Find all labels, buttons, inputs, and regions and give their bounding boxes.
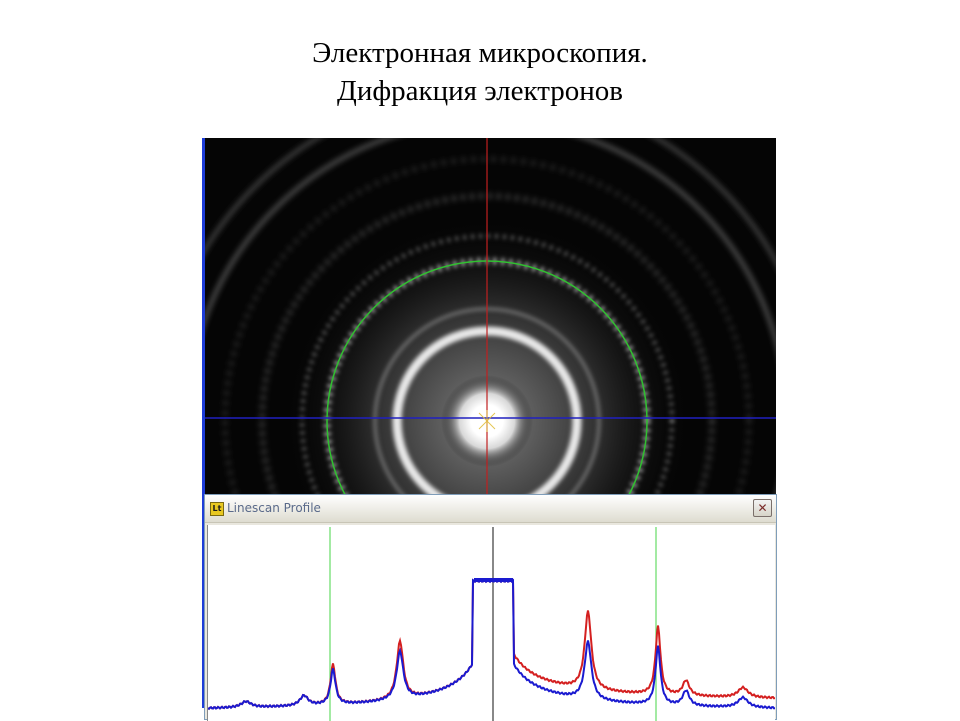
linescan-plot-area [207, 525, 775, 721]
diffraction-pattern-image[interactable] [202, 138, 776, 498]
red-intensity-profile [208, 578, 775, 711]
diffraction-ring-5 [259, 193, 715, 498]
linescan-profile-svg [208, 527, 775, 721]
linescan-profile-window[interactable]: Lt Linescan Profile ✕ [204, 494, 777, 721]
title-line-2: Дифракция электронов [337, 75, 623, 107]
center-marker-icon [478, 410, 496, 432]
diffraction-ring-4 [300, 234, 674, 498]
close-button[interactable]: ✕ [753, 499, 772, 517]
window-titlebar[interactable]: Lt Linescan Profile ✕ [205, 495, 776, 523]
title-line-1: Электронная микроскопия. [312, 37, 648, 69]
diffraction-svg [202, 138, 776, 498]
app-icon: Lt [210, 502, 224, 516]
slide-title: Электронная микроскопия. Дифракция элект… [0, 34, 960, 110]
blue-intensity-profile [208, 578, 775, 711]
diffraction-ring-6 [223, 157, 751, 498]
window-title: Linescan Profile [227, 501, 321, 515]
left-edge-bar [202, 138, 205, 708]
